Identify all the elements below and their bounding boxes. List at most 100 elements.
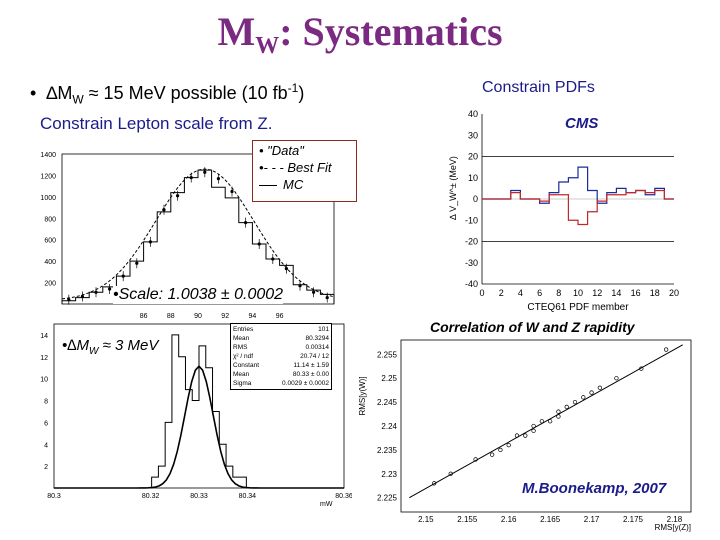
p2-stats-row: Mean 80.3294 [233,334,329,343]
credit: M.Boonekamp, 2007 [522,480,667,497]
p1-x-tick: 86 [140,313,148,320]
p4-x-tick: 2.18 [667,515,683,524]
p4-fit-line [409,344,683,499]
p3-x-tick: 4 [518,288,523,298]
p4-point [556,409,561,414]
p2-frame [53,323,345,489]
p2-stats-key: χ² / ndf [233,353,254,360]
p1-x-tick: 94 [249,313,257,320]
p2-stats-value: 0.0029 ± 0.0002 [282,380,329,387]
p3-x-tick: 14 [611,288,621,298]
bullet-dmw-3: •∆MW ≈ 3 MeV [62,337,159,357]
p4-x-tick: 2.175 [623,515,644,524]
p4-y-tick: 2.23 [381,470,397,479]
cms-label: CMS [565,115,599,132]
p4-frame [400,339,692,513]
p4-point [589,390,594,395]
p4-point [556,414,561,419]
p2-x-tick-labels: 80.3 80.32 80.33 80.34 80.36 [47,493,352,500]
p3-y-tick-labels: 40 30 20 10 0 -10 -20 -30 -40 [465,109,478,289]
p2-y-tick: 4 [44,442,48,449]
p4-y-tick: 2.24 [381,422,397,431]
p3-red-series [482,189,674,226]
p2-stats-row: Entries 101 [233,325,329,334]
p3-y-tick: 40 [468,109,478,119]
p2-x-tick: 80.33 [190,493,208,500]
correlation-scatter: RMS[y(W)] 2.2552.252.2452.242.2352.232.2… [358,339,692,532]
p2-stats-key: Mean [233,371,250,378]
p4-point [581,395,586,400]
pdf-shift-plot: ∆ V_W^± (MeV) 40 30 20 10 0 -10 -20 -30 -40 0 2 4 6… [448,109,679,313]
p4-x-axis-label: RMS[y(Z)] [655,523,691,532]
p2-stats-key: Entries [233,326,254,333]
z-mass-plot: 1400 1200 1000 800 600 400 200 86 88 90 92 94 96 [40,152,335,320]
p4-y-tick: 2.235 [377,446,398,455]
p3-y-tick: 30 [468,130,478,140]
p2-stats-row: χ² / ndf 20.74 / 12 [233,352,329,361]
p4-point [597,385,603,390]
legend-data: • "Data" [259,143,304,158]
p2-y-tick: 10 [40,377,48,384]
p4-point [489,452,495,457]
p4-point [639,366,644,371]
p4-point [498,447,503,453]
p2-stats-box: Entries 101 Mean 80.3294 RMS 0.00314 χ² / ndf 2… [230,323,332,390]
p2-stats-row: RMS 0.00314 [233,343,329,352]
p4-point [539,419,545,424]
lepton-scale-label: Constrain Lepton scale from Z. [40,114,273,133]
p4-x-tick: 2.17 [584,515,600,524]
bullet-dmw-15: • ∆MW ≈ 15 MeV possible (10 fb-1) [30,81,305,107]
p2-stats-key: RMS [233,344,248,351]
p4-point [531,428,536,433]
p1-y-tick: 600 [44,238,56,245]
p2-x-tick: 80.36 [335,493,352,500]
scale-text: •Scale: 1.0038 ± 0.0002 [113,286,284,304]
p1-data-points [67,167,329,305]
p1-frame [61,153,335,305]
p4-x-tick: 2.16 [501,515,517,524]
p4-x-tick: 2.155 [457,515,478,524]
p4-y-tick: 2.255 [377,350,398,359]
p2-stats-row: Mean 80.33 ± 0.00 [233,370,329,379]
p1-y-tick-labels: 1400 1200 1000 800 600 400 200 [40,152,56,288]
p1-x-tick: 92 [221,313,229,320]
legend-best-fit: •- - - Best Fit [259,160,332,175]
p2-stats-value: 20.74 / 12 [300,353,329,360]
p1-y-tick: 1200 [40,173,56,180]
p1-mc-histogram [61,169,335,304]
p4-point [514,433,520,438]
p1-x-tick: 90 [194,313,202,320]
p4-y-axis-label: RMS[y(W)] [358,376,367,415]
p1-y-tick: 200 [44,281,56,288]
p4-point [431,481,437,486]
p4-point [523,433,528,438]
p2-stats-value: 101 [318,326,329,333]
p3-y-axis-label: ∆ V_W^± (MeV) [448,156,458,220]
p4-point [448,471,453,476]
p4-point [506,442,511,448]
p2-x-axis-label: mW [320,501,333,508]
p4-y-tick-labels: 2.255 2.25 2.245 2.24 2.235 2.23 2.225 [377,350,398,502]
p4-point [531,423,536,429]
p4-point [614,376,619,381]
p3-x-tick: 12 [592,288,602,298]
p3-x-tick: 2 [499,288,504,298]
p3-y-tick: 10 [468,173,478,183]
p1-legend: • "Data" •- - - Best Fit MC [252,140,357,202]
p2-stats-row: Sigma 0.0029 ± 0.0002 [233,379,329,388]
p4-x-tick: 2.165 [540,515,561,524]
p3-x-tick: 8 [556,288,561,298]
p3-x-tick: 0 [479,288,484,298]
p1-y-tick: 800 [44,216,56,223]
p3-x-tick: 16 [631,288,641,298]
p3-y-tick: -30 [465,258,478,268]
p2-stats-key: Sigma [233,380,252,387]
p2-gaussian-fit [54,365,344,489]
p3-y-tick: -10 [465,215,478,225]
p4-point [572,399,578,405]
p2-stats-value: 0.00314 [305,344,330,351]
constrain-pdfs-label: Constrain PDFs [482,79,595,96]
p3-reference-lines [482,156,674,242]
p2-y-tick: 14 [40,333,48,340]
p1-y-tick: 400 [44,259,56,266]
